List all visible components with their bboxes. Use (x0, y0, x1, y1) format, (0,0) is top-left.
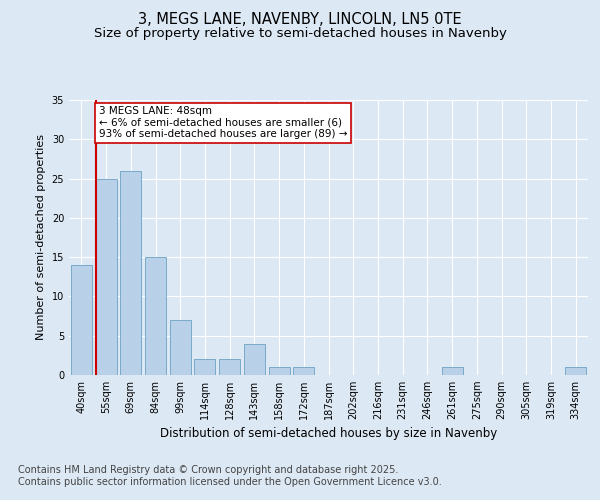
Bar (244, 344, 265, 375)
Text: Contains HM Land Registry data © Crown copyright and database right 2025.
Contai: Contains HM Land Registry data © Crown c… (18, 465, 442, 486)
Bar (565, 367, 586, 375)
Bar (145, 257, 166, 375)
Bar (120, 170, 141, 375)
Text: 3 MEGS LANE: 48sqm
← 6% of semi-detached houses are smaller (6)
93% of semi-deta: 3 MEGS LANE: 48sqm ← 6% of semi-detached… (98, 106, 347, 140)
Bar (194, 360, 215, 375)
Bar (95, 178, 116, 375)
Y-axis label: Number of semi-detached properties: Number of semi-detached properties (36, 134, 46, 340)
Bar (71, 265, 92, 375)
Bar (170, 320, 191, 375)
Text: 3, MEGS LANE, NAVENBY, LINCOLN, LN5 0TE: 3, MEGS LANE, NAVENBY, LINCOLN, LN5 0TE (138, 12, 462, 28)
Bar (293, 367, 314, 375)
Text: Distribution of semi-detached houses by size in Navenby: Distribution of semi-detached houses by … (160, 428, 497, 440)
Text: Size of property relative to semi-detached houses in Navenby: Size of property relative to semi-detach… (94, 28, 506, 40)
Bar (269, 367, 290, 375)
Bar (442, 367, 463, 375)
Bar (219, 360, 240, 375)
